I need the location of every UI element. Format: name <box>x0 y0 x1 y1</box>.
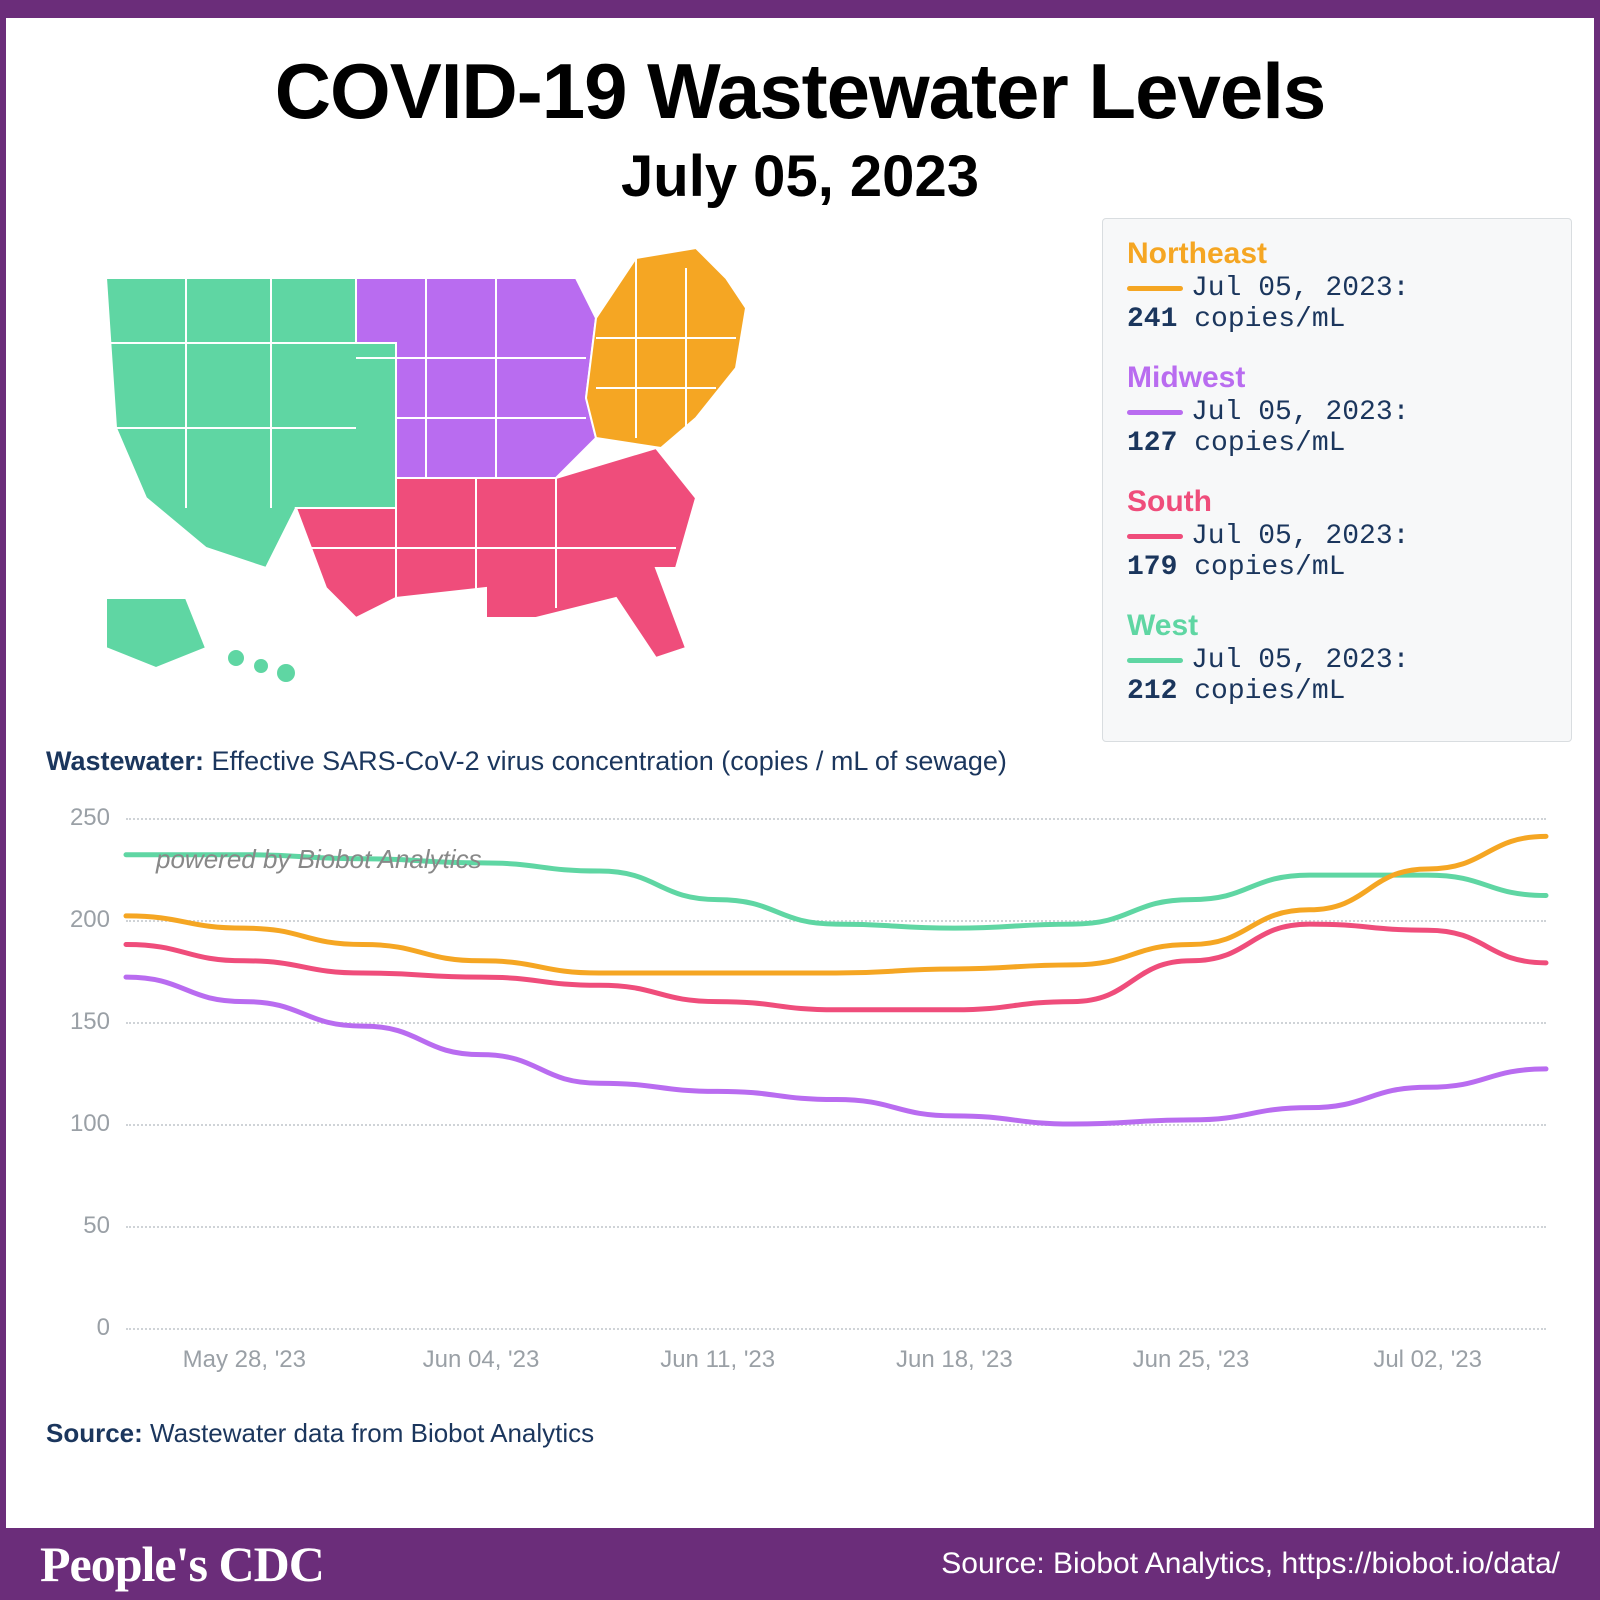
legend-unit: copies/mL <box>1177 552 1345 583</box>
legend-value: 212 <box>1127 676 1177 707</box>
legend-date: Jul 05, 2023: <box>1191 397 1409 428</box>
source-line: Source: Wastewater data from Biobot Anal… <box>46 1418 594 1449</box>
legend-swatch <box>1127 286 1183 291</box>
legend-date: Jul 05, 2023: <box>1191 273 1409 304</box>
legend-date: Jul 05, 2023: <box>1191 645 1409 676</box>
page-title: COVID-19 Wastewater Levels <box>6 46 1594 137</box>
chart-axis-label: Wastewater: Effective SARS-CoV-2 virus c… <box>46 746 1007 777</box>
page-subtitle: July 05, 2023 <box>6 143 1594 210</box>
legend-unit: copies/mL <box>1177 304 1345 335</box>
chart-watermark: powered by Biobot Analytics <box>156 844 482 875</box>
source-prefix: Source: <box>46 1418 143 1448</box>
axis-label-prefix: Wastewater: <box>46 746 204 776</box>
outer-frame: COVID-19 Wastewater Levels July 05, 2023 <box>0 0 1600 1600</box>
legend-unit: copies/mL <box>1177 676 1345 707</box>
legend-swatch <box>1127 658 1183 663</box>
legend-value: 179 <box>1127 552 1177 583</box>
legend-region-label: South <box>1127 485 1547 519</box>
footer-source: Source: Biobot Analytics, https://biobot… <box>941 1547 1560 1581</box>
legend-item-midwest: Midwest Jul 05, 2023: 127 copies/mL <box>1127 361 1547 459</box>
series-south <box>126 924 1546 1010</box>
legend-region-label: West <box>1127 609 1547 643</box>
map-west <box>106 278 396 682</box>
footer-bar: People's CDC Source: Biobot Analytics, h… <box>6 1528 1594 1600</box>
footer-brand: People's CDC <box>40 1535 324 1593</box>
legend-swatch <box>1127 410 1183 415</box>
legend-swatch <box>1127 534 1183 539</box>
content-panel: COVID-19 Wastewater Levels July 05, 2023 <box>6 18 1594 1528</box>
legend-value: 241 <box>1127 304 1177 335</box>
legend-value: 127 <box>1127 428 1177 459</box>
map-northeast <box>586 248 746 448</box>
axis-label-text: Effective SARS-CoV-2 virus concentration… <box>204 746 1007 776</box>
legend-date: Jul 05, 2023: <box>1191 521 1409 552</box>
us-region-map <box>96 248 796 688</box>
legend-region-label: Northeast <box>1127 237 1547 271</box>
legend-unit: copies/mL <box>1177 428 1345 459</box>
legend-box: Northeast Jul 05, 2023: 241 copies/mL Mi… <box>1102 218 1572 742</box>
series-midwest <box>126 977 1546 1124</box>
legend-item-south: South Jul 05, 2023: 179 copies/mL <box>1127 485 1547 583</box>
line-chart: 050100150200250May 28, '23Jun 04, '23Jun… <box>46 808 1556 1388</box>
legend-item-west: West Jul 05, 2023: 212 copies/mL <box>1127 609 1547 707</box>
source-text: Wastewater data from Biobot Analytics <box>143 1418 594 1448</box>
legend-item-northeast: Northeast Jul 05, 2023: 241 copies/mL <box>1127 237 1547 335</box>
legend-region-label: Midwest <box>1127 361 1547 395</box>
